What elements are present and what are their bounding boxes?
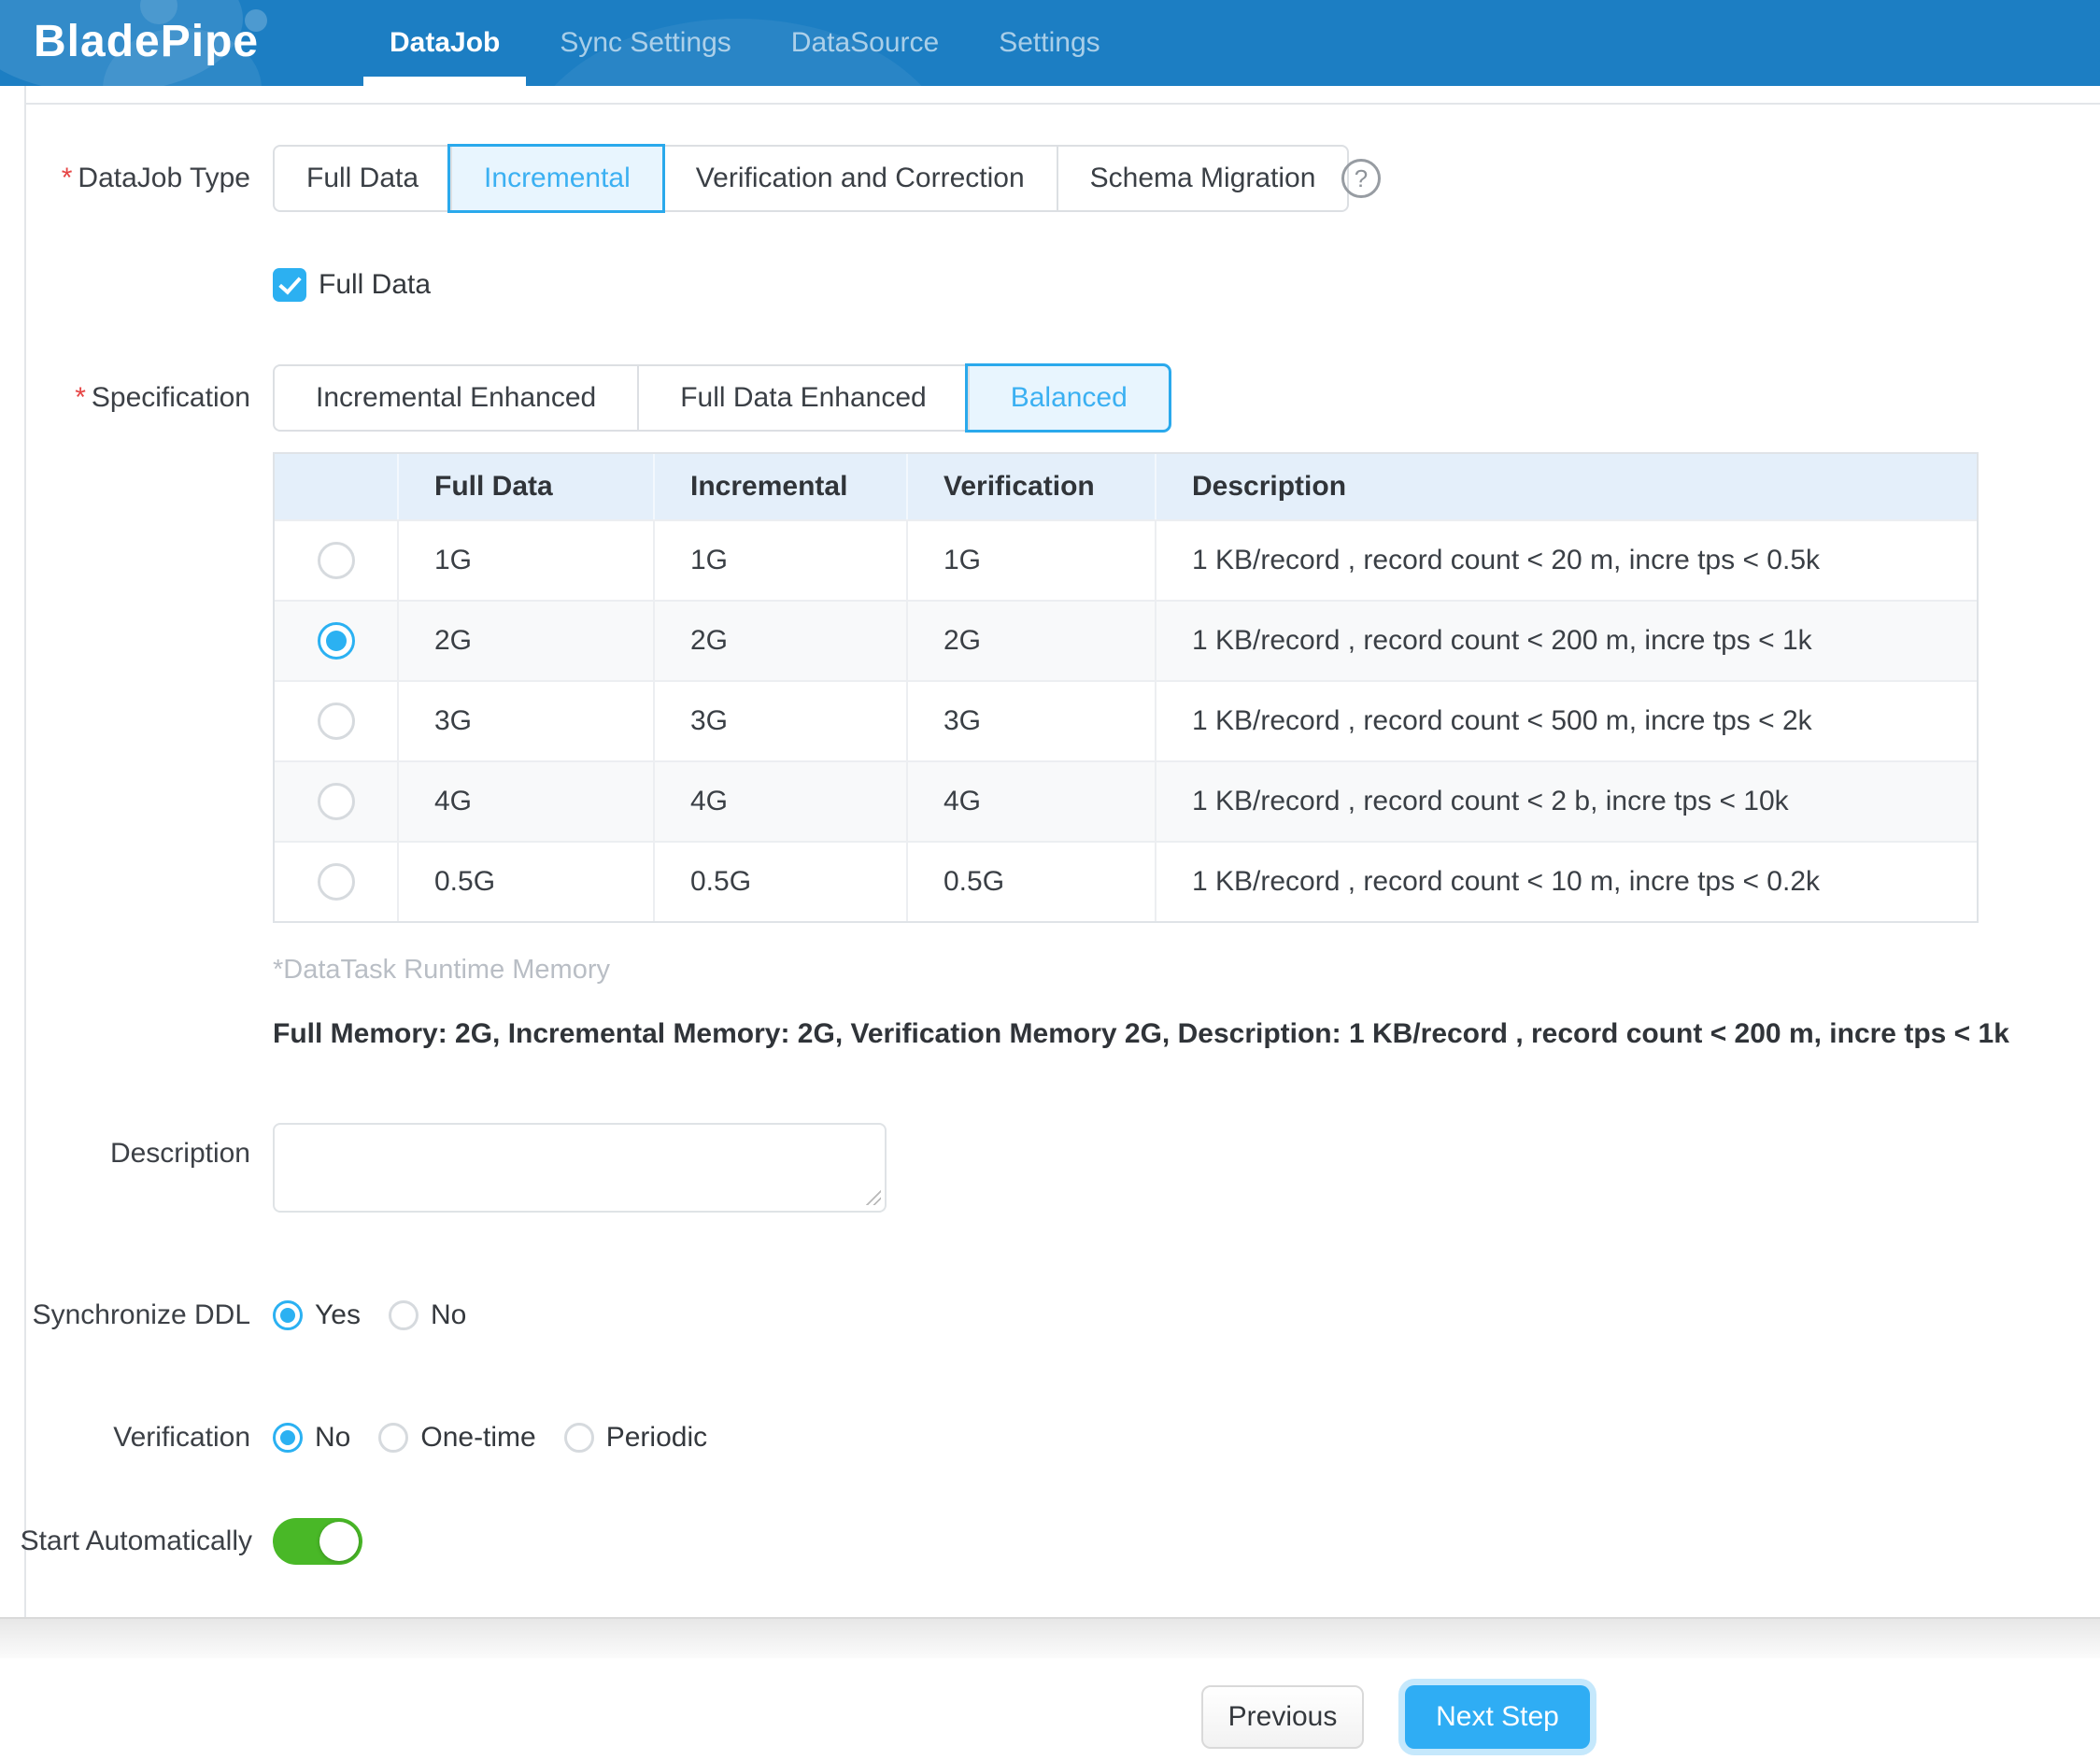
nav-tab-datajob[interactable]: DataJob [362, 0, 527, 86]
app-logo: BladePipe [34, 16, 260, 66]
radio-icon[interactable] [273, 1300, 303, 1330]
cell-full-data: 3G [397, 682, 653, 760]
nav-decor-bubble [245, 9, 267, 32]
synchronize-ddl-option-yes[interactable]: Yes [273, 1299, 361, 1331]
cell-description: 1 KB/record , record count < 200 m, incr… [1155, 602, 1977, 680]
radio-icon[interactable] [273, 1423, 303, 1453]
content-card-bottom-border [0, 1617, 2100, 1619]
cell-verification: 4G [906, 762, 1155, 841]
table-header-description: Description [1155, 454, 1977, 519]
help-icon[interactable]: ? [1341, 159, 1381, 198]
cell-description: 1 KB/record , record count < 10 m, incre… [1155, 843, 1977, 921]
cell-full-data: 1G [397, 521, 653, 600]
table-row: 0.5G 0.5G 0.5G 1 KB/record , record coun… [275, 841, 1977, 921]
table-header-incremental: Incremental [653, 454, 906, 519]
top-nav: BladePipe DataJob Sync Settings DataSour… [0, 0, 2100, 86]
cell-incremental: 4G [653, 762, 906, 841]
verification-radio-group: No One-time Periodic [273, 1417, 735, 1458]
nav-tab-settings[interactable]: Settings [999, 27, 1100, 58]
cell-full-data: 0.5G [397, 843, 653, 921]
full-data-checkbox-row: Full Data [273, 268, 431, 302]
specification-segmented-control: Incremental Enhanced Full Data Enhanced … [273, 364, 1171, 432]
spec-row-radio-2g[interactable] [317, 622, 355, 660]
cell-description: 1 KB/record , record count < 20 m, incre… [1155, 521, 1977, 600]
cell-full-data: 4G [397, 762, 653, 841]
table-header-full-data: Full Data [397, 454, 653, 519]
cell-full-data: 2G [397, 602, 653, 680]
description-label: Description [109, 1138, 250, 1169]
specification-option-balanced[interactable]: Balanced [967, 366, 1169, 430]
cell-incremental: 3G [653, 682, 906, 760]
cell-verification: 2G [906, 602, 1155, 680]
required-asterisk: * [61, 163, 73, 193]
cell-verification: 3G [906, 682, 1155, 760]
table-row: 1G 1G 1G 1 KB/record , record count < 20… [275, 519, 1977, 600]
datajob-type-option-incremental[interactable]: Incremental [450, 147, 662, 210]
cell-verification: 0.5G [906, 843, 1155, 921]
start-automatically-toggle[interactable] [273, 1518, 362, 1565]
specification-table: Full Data Incremental Verification Descr… [273, 452, 1979, 923]
synchronize-ddl-label: Synchronize DDL [32, 1299, 250, 1330]
radio-icon[interactable] [378, 1423, 409, 1453]
memory-summary-text: Full Memory: 2G, Incremental Memory: 2G,… [273, 1018, 2009, 1049]
cell-description: 1 KB/record , record count < 2 b, incre … [1155, 762, 1977, 841]
datajob-type-option-schema-migration[interactable]: Schema Migration [1056, 147, 1348, 210]
specification-option-full-data-enhanced[interactable]: Full Data Enhanced [637, 366, 968, 430]
cell-verification: 1G [906, 521, 1155, 600]
verification-option-periodic[interactable]: Periodic [563, 1422, 707, 1454]
cell-incremental: 2G [653, 602, 906, 680]
radio-icon[interactable] [388, 1300, 419, 1330]
synchronize-ddl-option-no[interactable]: No [388, 1299, 466, 1331]
nav-tab-datasource[interactable]: DataSource [790, 27, 940, 58]
datajob-type-label: * DataJob Type [61, 163, 250, 193]
next-step-button[interactable]: Next Step [1405, 1685, 1590, 1749]
full-data-checkbox[interactable] [273, 268, 306, 302]
content-card-left-border [24, 86, 26, 1619]
full-data-checkbox-label: Full Data [319, 269, 432, 300]
description-textarea[interactable] [273, 1123, 887, 1213]
specification-option-incremental-enhanced[interactable]: Incremental Enhanced [316, 382, 597, 413]
spec-row-radio-3g[interactable] [317, 703, 355, 740]
table-row-selected: 2G 2G 2G 1 KB/record , record count < 20… [275, 600, 1977, 680]
previous-button[interactable]: Previous [1201, 1685, 1364, 1749]
table-header-row: Full Data Incremental Verification Descr… [275, 454, 1977, 519]
nav-tab-sync-settings[interactable]: Sync Settings [560, 27, 731, 58]
radio-icon[interactable] [563, 1423, 594, 1453]
cell-incremental: 0.5G [653, 843, 906, 921]
datajob-type-segmented-control: Full Data Incremental Verification and C… [273, 145, 1350, 212]
datajob-type-option-full-data[interactable]: Full Data [306, 163, 419, 193]
start-automatically-label: Start Automatically [20, 1526, 252, 1556]
required-asterisk: * [75, 382, 86, 413]
table-header-verification: Verification [906, 454, 1155, 519]
cell-incremental: 1G [653, 521, 906, 600]
verification-option-one-time[interactable]: One-time [378, 1422, 536, 1454]
datatask-runtime-memory-note: *DataTask Runtime Memory [273, 955, 610, 985]
card-drop-shadow [0, 1619, 2100, 1658]
spec-row-radio-05g[interactable] [317, 863, 355, 901]
table-row: 4G 4G 4G 1 KB/record , record count < 2 … [275, 760, 1977, 841]
specification-label: * Specification [75, 382, 250, 413]
table-row: 3G 3G 3G 1 KB/record , record count < 50… [275, 680, 1977, 760]
synchronize-ddl-radio-group: Yes No [273, 1295, 494, 1336]
cell-description: 1 KB/record , record count < 500 m, incr… [1155, 682, 1977, 760]
verification-label: Verification [113, 1422, 250, 1453]
content-card-top-border [24, 103, 2100, 105]
table-header-radio-col [275, 454, 397, 519]
datajob-type-option-verification-and-correction[interactable]: Verification and Correction [661, 147, 1057, 210]
spec-row-radio-4g[interactable] [317, 783, 355, 820]
spec-row-radio-1g[interactable] [317, 542, 355, 579]
verification-option-no[interactable]: No [273, 1422, 350, 1454]
nav-tabs: DataJob Sync Settings DataSource Setting… [362, 0, 1100, 86]
toggle-knob [319, 1522, 359, 1561]
